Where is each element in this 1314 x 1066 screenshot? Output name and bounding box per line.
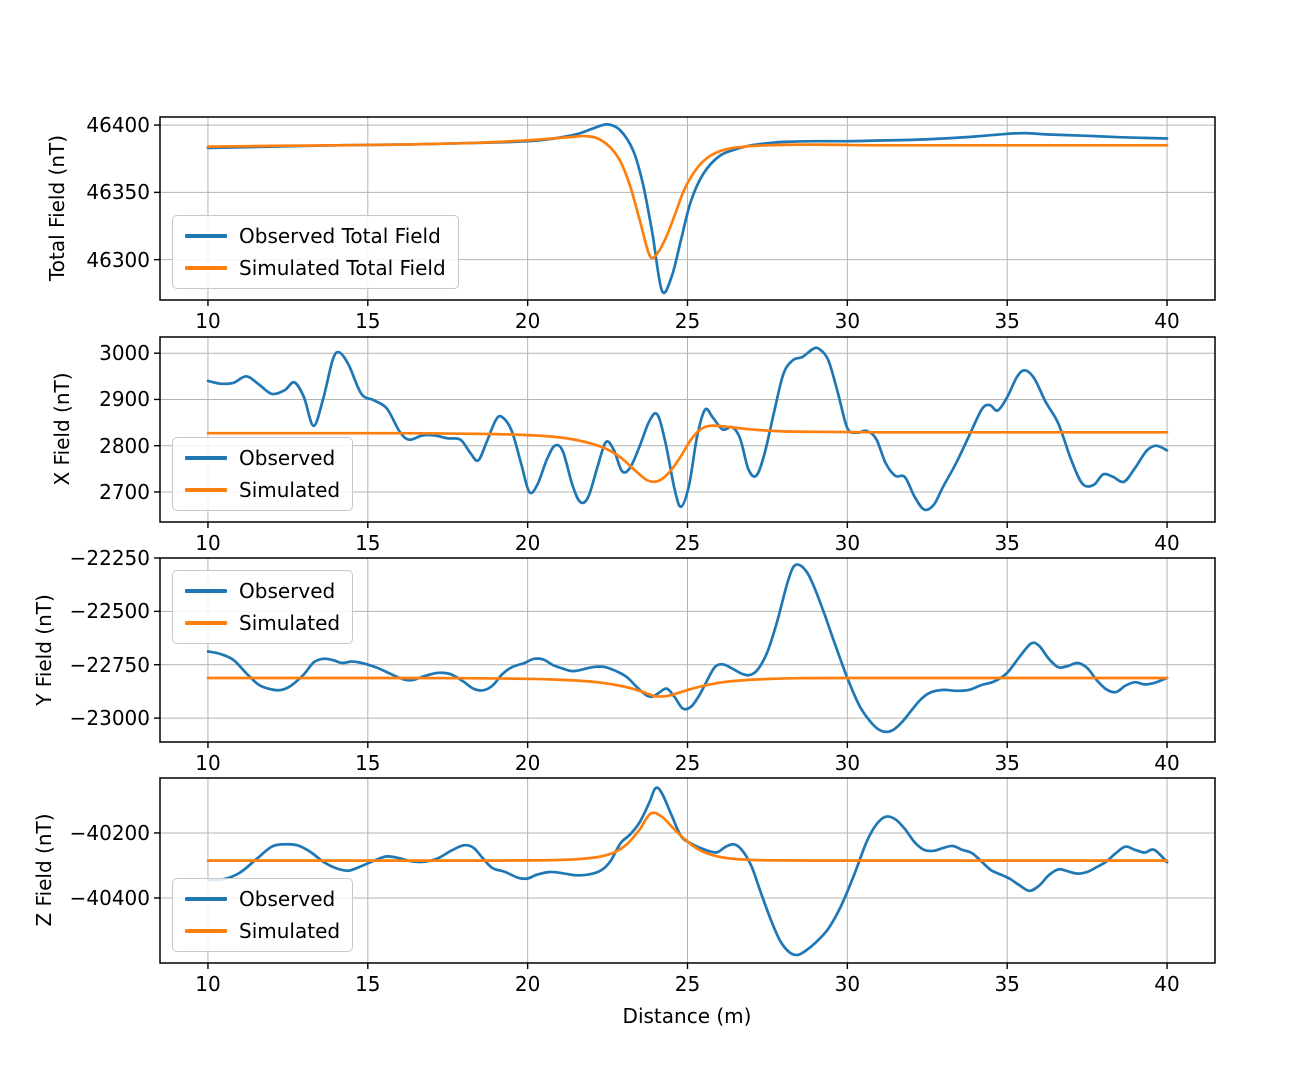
legend-label: Observed: [239, 446, 336, 470]
x-tick-label: 25: [674, 751, 701, 775]
series-line-observed: [206, 563, 1169, 734]
x-tick-label: 30: [834, 751, 861, 775]
y-axis-label-x-field: X Field (nT): [50, 372, 74, 486]
series-line-simulated-total-field: [206, 134, 1169, 260]
legend-line-sample-icon: [185, 929, 227, 933]
legend-label: Simulated: [239, 611, 341, 635]
x-tick-label: 35: [994, 309, 1020, 333]
legend-entry: Observed: [185, 887, 340, 911]
x-tick-label: 25: [674, 972, 701, 996]
panel-y-field: [154, 557, 1216, 748]
x-tick-label: 15: [355, 972, 381, 996]
legend-label: Observed Total Field: [239, 224, 441, 248]
x-tick-label: 25: [674, 309, 701, 333]
legend-entry: Simulated Total Field: [185, 256, 446, 280]
x-tick-label: 40: [1154, 751, 1180, 775]
series-line-observed: [206, 346, 1169, 512]
y-tick-label: −40200: [69, 820, 150, 845]
x-tick-label: 30: [834, 309, 861, 333]
y-tick-label: −22750: [69, 652, 150, 677]
x-tick-label: 15: [355, 751, 381, 775]
y-tick-label: 2700: [99, 479, 150, 504]
legend-line-sample-icon: [185, 621, 227, 625]
y-tick-label: 46300: [86, 247, 150, 272]
y-tick-label: −23000: [69, 706, 150, 731]
legend-line-sample-icon: [185, 456, 227, 460]
x-tick-label: 40: [1154, 531, 1180, 555]
legend-entry: Simulated: [185, 611, 340, 635]
x-tick-label: 30: [834, 972, 861, 996]
x-tick-label: 20: [514, 309, 541, 333]
legend-y-field: Observed Simulated: [172, 570, 354, 644]
x-tick-label: 10: [195, 751, 221, 775]
x-tick-label: 10: [195, 309, 221, 333]
y-tick-label: 46400: [86, 113, 150, 138]
legend-z-field: Observed Simulated: [172, 878, 354, 952]
y-tick-label: −22250: [69, 546, 150, 570]
series-line-simulated: [206, 811, 1169, 862]
legend-label: Observed: [239, 579, 336, 603]
legend-line-sample-icon: [185, 234, 227, 238]
legend-x-field: Observed Simulated: [172, 437, 354, 511]
x-tick-label: 30: [834, 531, 861, 555]
panel-z-field: [154, 777, 1216, 969]
y-axis-label-z-field: Z Field (nT): [32, 813, 56, 927]
legend-line-sample-icon: [185, 589, 227, 593]
x-axis-label: Distance (m): [622, 1004, 752, 1028]
x-tick-label: 15: [355, 309, 381, 333]
series-line-simulated: [206, 424, 1169, 484]
x-tick-label: 10: [195, 972, 221, 996]
x-tick-label: 40: [1154, 972, 1180, 996]
y-tick-label: 2900: [99, 387, 150, 412]
legend-label: Simulated Total Field: [239, 256, 446, 280]
x-tick-label: 20: [514, 751, 541, 775]
legend-line-sample-icon: [185, 266, 227, 270]
y-tick-label: −22500: [69, 599, 150, 624]
x-tick-label: 35: [994, 751, 1020, 775]
x-tick-label: 20: [514, 531, 541, 555]
y-axis-label-total-field: Total Field (nT): [45, 134, 69, 282]
y-tick-label: 2800: [99, 433, 150, 458]
legend-label: Observed: [239, 887, 336, 911]
panel-total-field: [154, 116, 1216, 306]
x-tick-label: 10: [195, 531, 221, 555]
legend-entry: Simulated: [185, 919, 340, 943]
x-tick-label: 15: [355, 531, 381, 555]
x-tick-label: 40: [1154, 309, 1180, 333]
legend-entry: Observed: [185, 446, 340, 470]
x-tick-label: 35: [994, 531, 1020, 555]
legend-entry: Observed: [185, 579, 340, 603]
legend-line-sample-icon: [185, 897, 227, 901]
legend-label: Simulated: [239, 478, 341, 502]
x-tick-label: 25: [674, 531, 701, 555]
x-tick-label: 20: [514, 972, 541, 996]
x-tick-label: 35: [994, 972, 1020, 996]
y-tick-label: 46350: [86, 180, 150, 205]
legend-line-sample-icon: [185, 488, 227, 492]
legend-entry: Simulated: [185, 478, 340, 502]
legend-entry: Observed Total Field: [185, 224, 446, 248]
legend-total-field: Observed Total Field Simulated Total Fiel…: [172, 215, 459, 289]
legend-label: Simulated: [239, 919, 341, 943]
y-tick-label: −40400: [69, 885, 150, 910]
y-axis-label-y-field: Y Field (nT): [32, 594, 56, 706]
series-line-simulated: [206, 676, 1169, 698]
y-tick-label: 3000: [99, 341, 150, 366]
